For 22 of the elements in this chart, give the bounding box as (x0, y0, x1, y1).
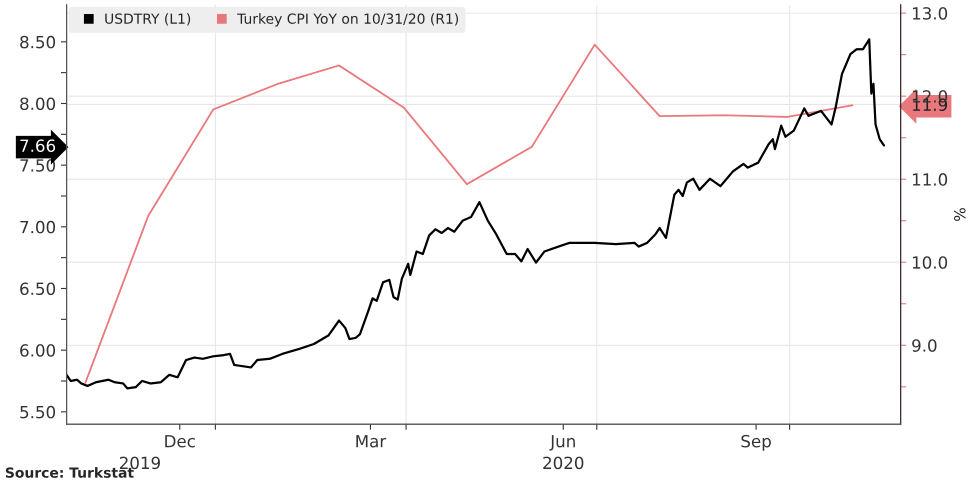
y-tick-label: 6.50 (20, 282, 56, 296)
x2-tick-label: 2019 (120, 456, 160, 470)
y2-tick-label: 9.0 (912, 339, 936, 352)
y-tick-label: 6.00 (20, 344, 56, 357)
y2-tick-label: 11.0 (912, 173, 948, 186)
y2-tick-label: 13.0 (912, 7, 948, 20)
x-tick-label: Sep (741, 434, 771, 451)
y-tick-label: 7.50 (20, 159, 56, 172)
source-note: Source: Turkstat (6, 467, 134, 478)
x-tick-label: Jun (549, 435, 575, 451)
x-tick-label: Mar (356, 435, 386, 448)
legend-label: USDTRY (L1) (105, 13, 190, 26)
x-tick-label: Dec (165, 435, 195, 448)
x2-tick-label: 2020 (543, 456, 584, 470)
y2-axis-title: % (954, 208, 966, 221)
y-tick-label: 7.00 (20, 220, 56, 234)
y-tick-label: 8.00 (20, 97, 56, 110)
y-tick-label: 5.50 (20, 406, 56, 418)
y-tick-label: 8.50 (20, 36, 56, 48)
y-tick-label: 7.66 (20, 139, 56, 152)
y2-tick-label: 10.0 (912, 256, 948, 269)
legend-label: Turkey CPI YoY on 10/31/20 (R1) (237, 13, 458, 27)
